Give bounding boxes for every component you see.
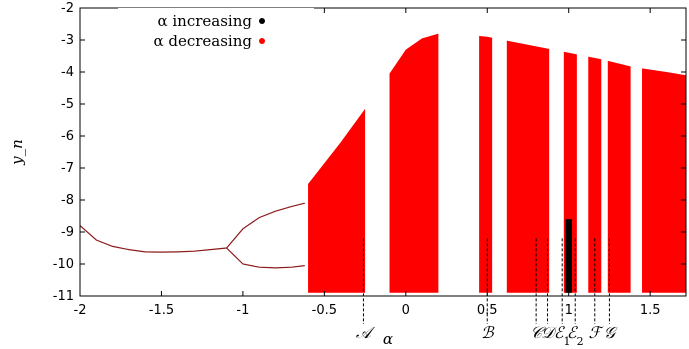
periodic-window [365,8,390,296]
period2-upper-branch [226,202,305,249]
periodic-window [601,8,608,296]
bifurcation-marker-label: ℬ [481,323,495,342]
x-tick-label: 0 [402,303,410,318]
bifurcation-marker-label: 𝒢 [604,323,618,342]
y-tick-label: -6 [61,129,74,144]
period1-branch [79,225,227,253]
increasing-branch-patch [565,219,572,293]
plot-frame [79,7,687,297]
legend-swatch-decreasing [259,38,265,44]
period2-lower-branch [226,247,305,269]
y-tick-label: -9 [61,225,74,240]
x-tick-label: -1 [236,303,249,318]
plot-data-layer [79,8,686,296]
plot-border [79,7,687,297]
x-tick-label: -0.5 [312,303,337,318]
y-tick-label: -4 [61,65,74,80]
axis-ticks: -2 -1.5 -1 -0.5 0 0.5 1 1.5-2-3-4-5-6-7-8-9-10-… [53,1,686,318]
y-axis-title: y_n [8,139,26,166]
legend-background [118,8,314,52]
bifurcation-marker-label: 𝒟 [541,323,557,342]
bifurcation-marker-label: ℱ [588,323,604,342]
bifurcation-marker-label: 𝒜 [356,323,376,342]
x-tick-label: 1.5 [640,303,661,318]
legend-label-increasing: α increasing [157,12,252,30]
y-tick-label: -8 [61,193,74,208]
periodic-window [438,8,480,296]
legend-label-decreasing: α decreasing [153,32,252,50]
y-tick-label: -2 [61,1,74,16]
legend-swatch-increasing [259,18,265,24]
periodic-window [576,8,589,296]
legend: α increasing α decreasing [118,8,314,52]
x-tick-label: -2 [74,303,87,318]
y-tick-label: -3 [61,33,74,48]
y-tick-label: -7 [61,161,74,176]
y-tick-label: -5 [61,97,74,112]
y-tick-label: -11 [53,289,74,304]
periodic-window [630,8,643,296]
x-tick-label: -1.5 [149,303,174,318]
periodic-window [492,8,507,296]
periodic-window [549,8,564,296]
x-axis-title: α [383,330,393,348]
y-tick-label: -10 [53,257,74,272]
x-tick-label: 1 [565,303,573,318]
